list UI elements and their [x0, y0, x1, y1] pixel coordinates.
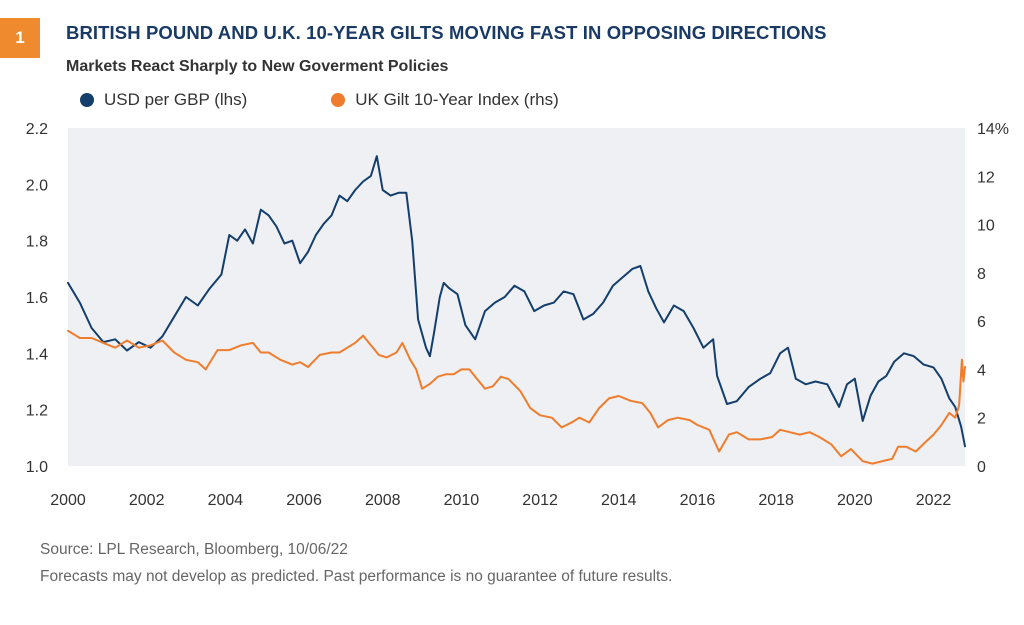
chart-legend: USD per GBP (lhs) UK Gilt 10-Year Index …: [80, 90, 559, 110]
y-left-tick-label: 2.2: [26, 121, 48, 138]
chart-subtitle: Markets React Sharply to New Goverment P…: [66, 58, 449, 75]
x-tick-label: 2004: [208, 492, 244, 509]
x-tick-label: 2022: [916, 492, 952, 509]
x-tick-label: 2020: [837, 492, 873, 509]
y-right-tick-label: 2: [977, 411, 986, 428]
chart-title: BRITISH POUND AND U.K. 10-YEAR GILTS MOV…: [66, 22, 827, 43]
y-left-tick-label: 1.2: [26, 403, 48, 420]
source-note: Source: LPL Research, Bloomberg, 10/06/2…: [40, 541, 348, 558]
legend-item-gilt: UK Gilt 10-Year Index (rhs): [331, 90, 559, 110]
y-right-tick-label: 14%: [977, 121, 1009, 138]
y-left-tick-label: 2.0: [26, 177, 48, 194]
legend-marker-gbp: [80, 93, 94, 107]
x-tick-label: 2010: [444, 492, 480, 509]
x-tick-label: 2014: [601, 492, 637, 509]
legend-label-gbp: USD per GBP (lhs): [104, 90, 248, 109]
y-left-tick-label: 1.4: [26, 346, 48, 363]
y-right-tick-label: 0: [977, 459, 986, 476]
y-right-tick-label: 10: [977, 218, 995, 235]
y-right-tick-label: 12: [977, 169, 995, 186]
y-left-tick-label: 1.8: [26, 234, 48, 251]
legend-label-gilt: UK Gilt 10-Year Index (rhs): [355, 90, 559, 109]
y-left-tick-label: 1.6: [26, 290, 48, 307]
y-right-tick-label: 6: [977, 314, 986, 331]
legend-marker-gilt: [331, 93, 346, 107]
series-line-gilt: [67, 329, 966, 465]
y-right-tick-label: 4: [977, 362, 986, 379]
disclaimer-note: Forecasts may not develop as predicted. …: [40, 568, 673, 585]
figure-number-badge: 1: [0, 18, 40, 58]
y-right-tick-label: 8: [977, 266, 986, 283]
x-tick-label: 2008: [365, 492, 401, 509]
series-line-gbp: [67, 155, 966, 448]
plot-area: [68, 128, 965, 466]
x-tick-label: 2016: [680, 492, 716, 509]
x-tick-label: 2002: [129, 492, 165, 509]
legend-item-gbp: USD per GBP (lhs): [80, 90, 247, 110]
x-tick-label: 2006: [286, 492, 322, 509]
x-tick-label: 2012: [522, 492, 558, 509]
x-tick-label: 2000: [50, 492, 86, 509]
x-tick-label: 2018: [758, 492, 794, 509]
y-left-tick-label: 1.0: [26, 459, 48, 476]
